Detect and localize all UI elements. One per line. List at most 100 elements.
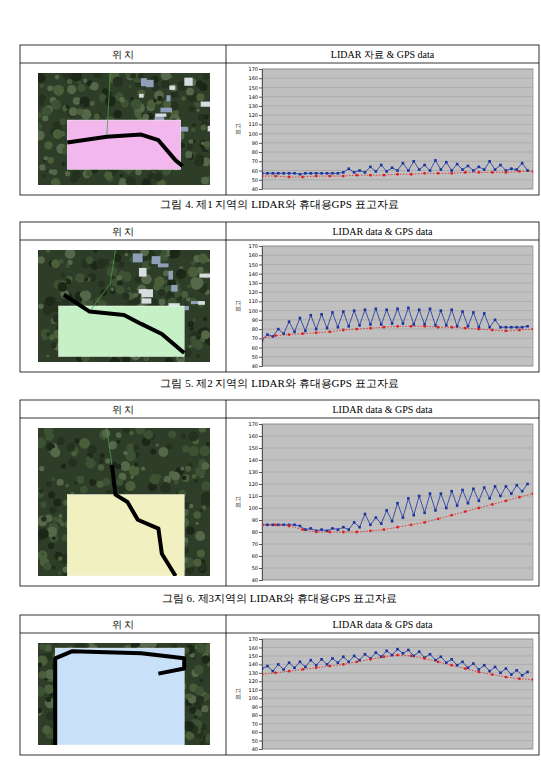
series-marker (450, 658, 453, 661)
image-texture (189, 446, 199, 456)
image-texture (53, 85, 64, 96)
image-texture (201, 481, 210, 490)
series-marker (499, 164, 502, 167)
image-texture (195, 522, 198, 525)
series-marker (510, 326, 513, 329)
table-header: 위 치 (112, 49, 135, 60)
y-tick-label: 170 (248, 243, 258, 249)
series-marker (315, 175, 318, 178)
image-texture (129, 465, 140, 476)
series-marker (326, 327, 329, 330)
series-marker (288, 661, 291, 664)
series-marker (288, 333, 291, 336)
image-building (171, 285, 177, 292)
y-tick-label: 80 (252, 326, 258, 332)
image-texture (39, 488, 44, 493)
image-texture (153, 99, 157, 103)
series-marker (410, 523, 413, 526)
series-marker (364, 513, 367, 516)
y-tick-label: 70 (252, 335, 258, 341)
series-marker (488, 326, 491, 329)
image-texture (143, 114, 149, 120)
series-marker (461, 310, 464, 313)
series-marker (515, 168, 518, 171)
series-marker (521, 490, 524, 493)
series-marker (440, 492, 443, 495)
grid-line (262, 732, 533, 733)
image-texture (57, 437, 65, 445)
series-marker (262, 673, 263, 676)
image-texture (134, 276, 141, 283)
series-marker (369, 529, 372, 532)
y-tick: 70 (252, 541, 262, 547)
series-marker (369, 166, 372, 169)
series-line (262, 326, 533, 338)
series-marker (358, 324, 361, 327)
series-marker (467, 502, 470, 505)
series-marker (445, 161, 448, 164)
series-marker (491, 503, 494, 506)
image-texture (94, 114, 100, 120)
series-marker (396, 173, 399, 176)
grid-line (262, 273, 533, 274)
y-tick-mark (259, 664, 262, 665)
image-texture (43, 156, 48, 161)
y-tick-label: 130 (248, 103, 258, 109)
table-frame (20, 615, 539, 755)
image-texture (80, 291, 87, 298)
image-texture (199, 428, 207, 433)
series-marker (483, 664, 486, 667)
series-marker (412, 160, 415, 163)
series-marker (293, 331, 296, 334)
image-texture (150, 449, 156, 455)
y-tick-mark (259, 97, 262, 98)
location-image (38, 643, 210, 745)
image-texture (147, 100, 156, 109)
y-tick: 150 (248, 262, 262, 268)
y-tick: 160 (248, 252, 262, 258)
image-building (139, 94, 144, 98)
y-tick-label: 160 (248, 252, 258, 258)
series-marker (532, 170, 533, 173)
table-rule (226, 615, 227, 755)
image-texture (182, 474, 190, 482)
series-marker (483, 486, 486, 489)
y-tick-label: 160 (248, 645, 258, 651)
y-tick: 40 (252, 746, 262, 752)
grid-line (262, 347, 533, 348)
image-texture (45, 296, 55, 306)
image-ground (38, 428, 210, 576)
image-texture (194, 156, 204, 166)
series-marker (337, 172, 340, 175)
y-tick-mark (259, 448, 262, 449)
series-marker (456, 163, 459, 166)
image-texture (58, 514, 62, 518)
series-marker (342, 526, 345, 529)
grid-line (262, 556, 533, 557)
grid-line (262, 124, 533, 125)
y-tick: 100 (248, 131, 262, 137)
y-tick-label: 130 (248, 469, 258, 475)
series-marker (418, 308, 421, 311)
series-marker (277, 172, 280, 175)
table-header: 위 치 (112, 619, 135, 630)
series-marker (288, 176, 291, 179)
image-texture (200, 491, 210, 501)
image-texture (129, 258, 132, 261)
series-marker (380, 164, 383, 167)
table-header: LIDAR data & GPS data (333, 404, 434, 415)
series-layer (262, 648, 533, 681)
series-marker (369, 658, 372, 661)
y-tick-mark (259, 329, 262, 330)
y-axis-title: 표고 (235, 688, 241, 700)
table-rule (20, 63, 539, 64)
image-texture (196, 93, 204, 101)
image-texture (197, 336, 201, 340)
y-tick-label: 120 (248, 678, 258, 684)
series-marker (262, 175, 263, 178)
series-layer (262, 159, 533, 178)
image-texture (142, 178, 151, 185)
chart: 405060708090100110120130140150160170표고 (235, 243, 534, 369)
image-texture (49, 507, 56, 514)
image-texture (51, 477, 55, 481)
